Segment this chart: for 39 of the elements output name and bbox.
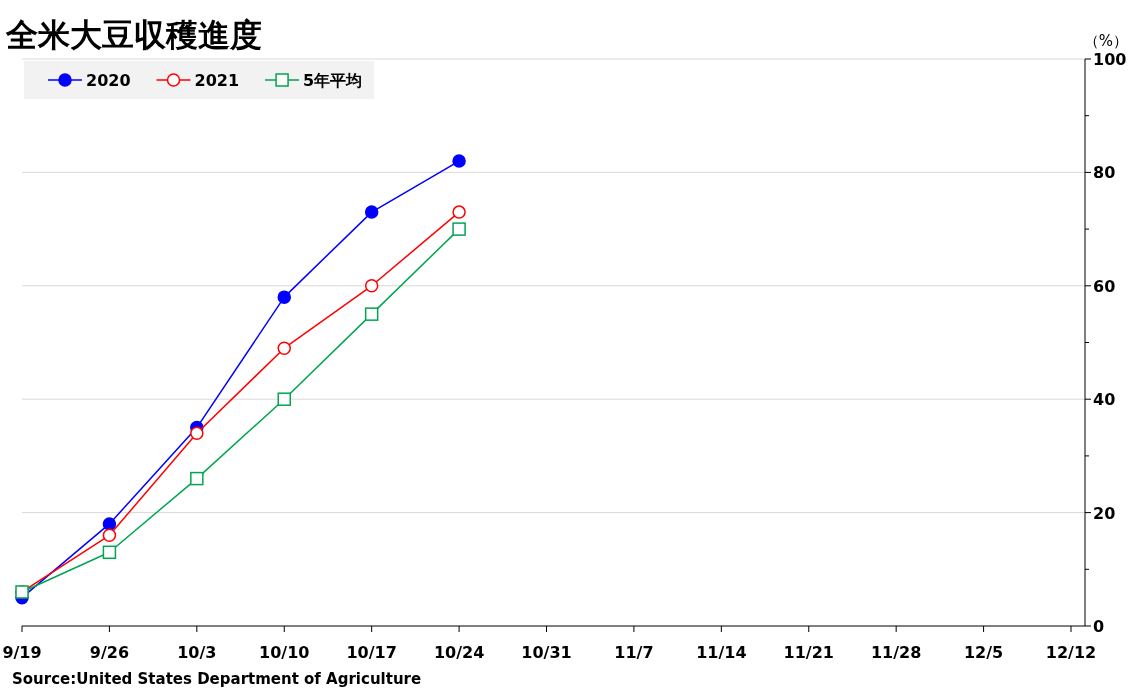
x-tick-label: 12/12 (1045, 643, 1097, 662)
x-tick-label: 10/24 (433, 643, 485, 662)
x-tick-label: 9/19 (2, 643, 42, 662)
x-tick-label: 11/21 (783, 643, 834, 662)
x-tick-label: 10/3 (177, 643, 217, 662)
point (277, 290, 291, 304)
point (364, 307, 379, 321)
chart-title: 全米大豆収穫進度 (5, 16, 262, 54)
source-note: Source:United States Department of Agriculture (12, 670, 422, 688)
x-tick-label: 10/17 (346, 643, 397, 662)
point (277, 341, 291, 355)
legend-label: 2020 (86, 71, 131, 90)
point (102, 545, 117, 560)
x-tick-label: 10/10 (259, 643, 310, 662)
y-tick-label: 0 (1093, 617, 1105, 636)
y-axis-title: （%） (1083, 32, 1128, 50)
point (452, 154, 466, 168)
x-tick-label: 11/28 (870, 643, 922, 662)
point (452, 205, 466, 219)
y-tick-label: 60 (1093, 276, 1116, 296)
legend-label: 5年平均 (303, 71, 363, 90)
point (277, 392, 291, 406)
x-tick-label: 12/5 (963, 643, 1004, 662)
x-tick-label: 11/7 (614, 643, 654, 662)
y-tick-label: 100 (1093, 50, 1127, 69)
x-tick-label: 9/26 (89, 643, 130, 662)
point (190, 471, 204, 486)
point (102, 517, 117, 531)
point (452, 222, 466, 236)
point (364, 205, 379, 219)
point (364, 279, 379, 293)
x-tick-label: 10/31 (521, 643, 572, 662)
y-tick-label: 20 (1093, 503, 1116, 523)
point (102, 528, 117, 543)
y-tick-label: 80 (1093, 163, 1116, 183)
legend-label: 2021 (194, 71, 240, 90)
y-tick-label: 40 (1093, 390, 1116, 410)
point (190, 426, 204, 440)
x-tick-label: 11/14 (696, 643, 747, 662)
